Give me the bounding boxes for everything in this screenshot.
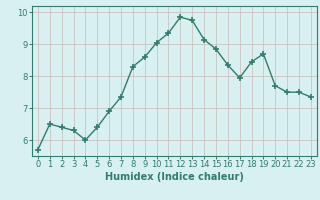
X-axis label: Humidex (Indice chaleur): Humidex (Indice chaleur) xyxy=(105,172,244,182)
